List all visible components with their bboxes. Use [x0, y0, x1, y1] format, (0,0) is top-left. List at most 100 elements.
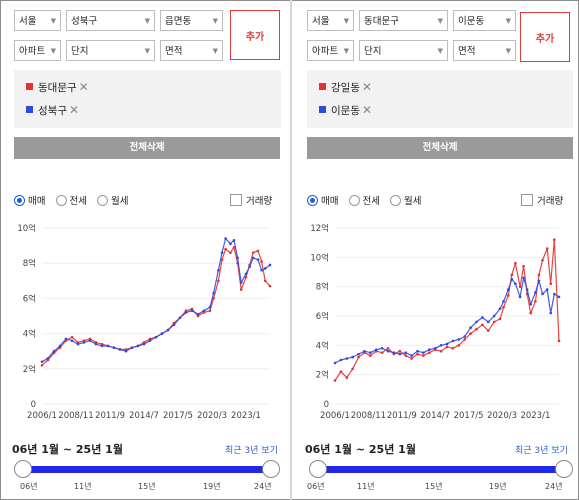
complex-select[interactable]: 단지 ▼ [359, 40, 448, 61]
radio-jeonse[interactable]: 전세 [55, 193, 87, 207]
dong-select[interactable]: 읍면동 ▼ [160, 10, 223, 31]
slider-end-handle[interactable] [555, 460, 573, 478]
x-tick-label: 2008/11 [351, 411, 386, 421]
data-point [514, 261, 517, 265]
data-point [369, 351, 372, 354]
data-point [40, 363, 44, 367]
data-point [404, 354, 408, 357]
data-point [345, 376, 349, 379]
add-button-label: 추가 [245, 31, 265, 43]
close-icon[interactable]: ✕ [78, 80, 89, 94]
data-point [457, 344, 461, 347]
radio-sale[interactable]: 매매 [14, 193, 45, 207]
x-tick-label: 2008/11 [58, 411, 93, 421]
slider-start-handle[interactable] [309, 460, 327, 478]
chevron-down-icon: ▼ [437, 47, 443, 55]
period-slider[interactable] [309, 460, 577, 480]
data-point [404, 351, 408, 354]
radio-sale[interactable]: 매매 [307, 193, 338, 207]
dong-select-value: 읍면동 [165, 16, 192, 27]
chevron-down-icon: ▼ [50, 17, 56, 25]
type-select[interactable]: 아파트 ▼ [14, 40, 61, 61]
data-point [475, 327, 478, 331]
series-line [334, 277, 560, 364]
data-point [510, 278, 514, 281]
data-point [256, 249, 260, 253]
area-select[interactable]: 면적 ▼ [160, 40, 223, 61]
recent-3-years-link[interactable]: 최근 3년 보기 [515, 446, 568, 456]
delete-all-button[interactable]: 전체삭제 [307, 137, 573, 159]
radio-label: 매매 [321, 196, 339, 207]
data-point [64, 337, 68, 341]
add-button[interactable]: 추가 [230, 10, 280, 60]
data-point [148, 339, 152, 342]
data-point [232, 246, 236, 249]
volume-checkbox[interactable]: 거래량 [521, 193, 563, 207]
comparison-panel-right: 서울 ▼ 동대문구 ▼ 이문동 ▼ 아파트 ▼ 단지 ▼ 면적 ▼ 추가 강일동 ✕ 이문동 ✕… [293, 0, 579, 500]
price-chart: 0 2억 4억 6억 8억 10억 2006/1 2008/11 2011/9 2014/7 201… [17, 223, 272, 421]
chevron-down-icon: ▼ [437, 17, 443, 25]
recent-3-years-link[interactable]: 최근 3년 보기 [225, 446, 278, 456]
data-point [410, 354, 413, 357]
data-point [124, 349, 128, 353]
radio-monthly[interactable]: 월세 [390, 193, 422, 207]
data-point [178, 316, 182, 320]
delete-all-button[interactable]: 전체삭제 [14, 137, 280, 159]
data-point [229, 242, 232, 246]
area-select[interactable]: 면적 ▼ [453, 40, 516, 61]
close-icon[interactable]: ✕ [68, 103, 80, 117]
data-point [380, 351, 384, 354]
complex-select[interactable]: 단지 ▼ [66, 40, 155, 61]
data-point [351, 367, 354, 371]
data-point [251, 251, 255, 254]
slider-start-handle[interactable] [14, 460, 32, 478]
chevron-down-icon: ▼ [343, 47, 349, 55]
region-chip: 성북구 ✕ [26, 103, 79, 118]
data-point [451, 346, 455, 350]
radio-unchecked-icon [390, 195, 402, 206]
radio-jeonse[interactable]: 전세 [348, 193, 380, 207]
chevron-down-icon: ▼ [343, 17, 349, 25]
chevron-down-icon: ▼ [50, 47, 56, 55]
dong-select[interactable]: 이문동 ▼ [453, 10, 516, 31]
data-point [529, 302, 533, 306]
sido-select-value: 서울 [312, 16, 330, 27]
data-point [469, 326, 472, 330]
gu-select[interactable]: 성북구 ▼ [66, 10, 155, 31]
data-point [333, 361, 337, 365]
slider-end-handle[interactable] [262, 460, 280, 478]
data-point [552, 238, 556, 242]
data-point [386, 346, 390, 350]
checkbox-icon [230, 194, 242, 206]
complex-select-value: 단지 [71, 46, 89, 57]
data-point [256, 258, 260, 261]
data-point [229, 251, 232, 254]
add-button[interactable]: 추가 [520, 12, 570, 62]
radio-unchecked-icon [55, 195, 67, 206]
gu-select[interactable]: 동대문구 ▼ [359, 10, 448, 31]
volume-label: 거래량 [246, 196, 273, 207]
data-point [486, 320, 490, 324]
data-point [498, 317, 502, 321]
data-point [76, 342, 80, 346]
data-point [46, 356, 50, 360]
data-point [208, 309, 212, 313]
data-point [439, 349, 443, 353]
data-point [339, 370, 343, 374]
volume-checkbox[interactable]: 거래량 [230, 193, 272, 207]
sido-select[interactable]: 서울 ▼ [307, 10, 354, 31]
type-select[interactable]: 아파트 ▼ [307, 40, 354, 61]
data-point [220, 251, 224, 254]
data-point [248, 265, 251, 269]
radio-unchecked-icon [97, 195, 109, 206]
slider-tick-label: 15년 [425, 482, 443, 491]
close-icon[interactable]: ✕ [361, 80, 373, 94]
sido-select[interactable]: 서울 ▼ [14, 10, 61, 31]
data-point [386, 349, 390, 353]
period-slider[interactable] [14, 460, 286, 480]
radio-monthly[interactable]: 월세 [97, 193, 129, 207]
data-point [549, 311, 553, 315]
chevron-down-icon: ▼ [505, 17, 511, 25]
data-point [537, 279, 541, 283]
close-icon[interactable]: ✕ [361, 103, 373, 117]
